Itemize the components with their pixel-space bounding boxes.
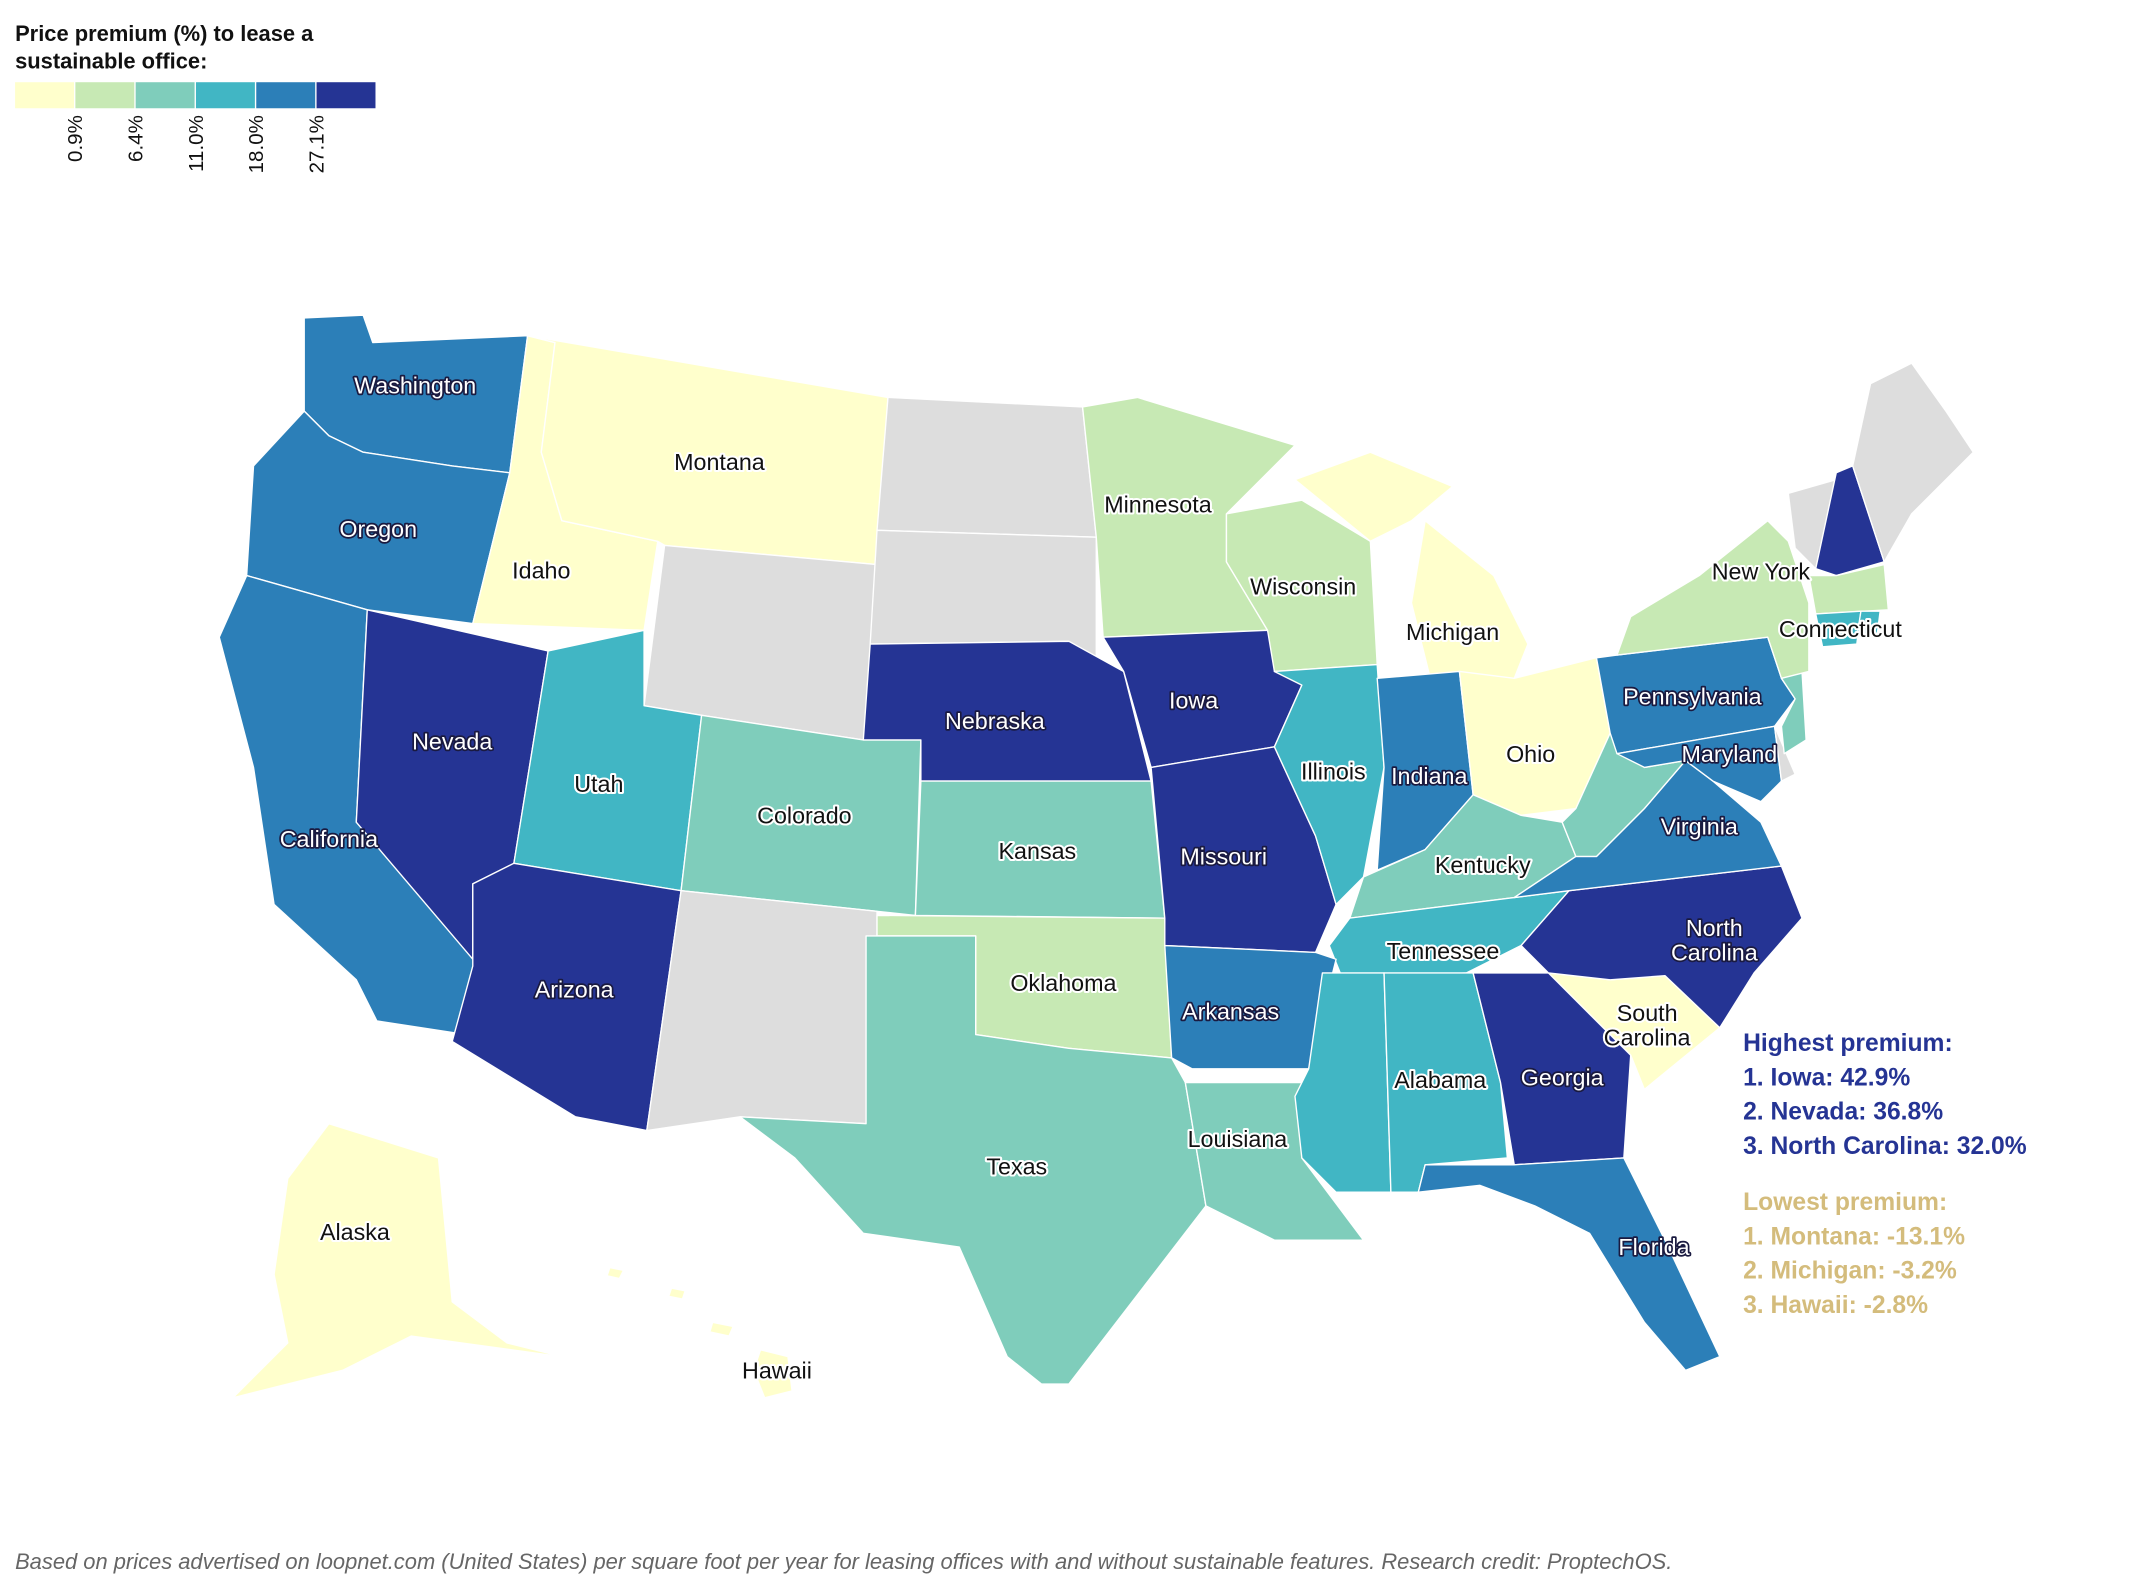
states-layer bbox=[218, 314, 1974, 1399]
highest-premium-note: Highest premium: 1. Iowa: 42.9% 2. Nevad… bbox=[1743, 1030, 2027, 1160]
state-label-alabama: Alabama bbox=[1394, 1067, 1486, 1093]
state-label-wisconsin: Wisconsin bbox=[1250, 574, 1356, 600]
state-texas[interactable] bbox=[739, 935, 1207, 1385]
highest-item: 1. Iowa: 42.9% bbox=[1743, 1064, 1910, 1091]
state-hawaii[interactable] bbox=[668, 1287, 686, 1300]
state-labels: Washington Oregon California Nevada Idaho Mon… bbox=[278, 371, 1904, 1386]
legend-swatch bbox=[316, 82, 376, 109]
state-label-montana: Montana bbox=[674, 449, 765, 475]
state-north-carolina[interactable] bbox=[1520, 865, 1803, 1029]
state-massachusetts[interactable] bbox=[1808, 563, 1890, 615]
lowest-premium-note: Lowest premium: 1. Montana: -13.1% 2. Mi… bbox=[1743, 1189, 1965, 1319]
state-hawaii[interactable] bbox=[606, 1266, 625, 1280]
highest-item: 2. Nevada: 36.8% bbox=[1743, 1099, 1943, 1126]
state-label-arkansas: Arkansas bbox=[1182, 999, 1279, 1025]
legend-title-line2: sustainable office: bbox=[15, 49, 207, 74]
state-michigan[interactable] bbox=[1410, 520, 1529, 686]
lowest-item: 3. Hawaii: -2.8% bbox=[1743, 1292, 1928, 1319]
state-hawaii[interactable] bbox=[709, 1321, 734, 1337]
state-new-mexico[interactable] bbox=[646, 890, 878, 1132]
state-label-north-carolina: North Carolina bbox=[1671, 915, 1758, 966]
legend-tick-label: 6.4% bbox=[125, 115, 148, 162]
state-label-pennsylvania: Pennsylvania bbox=[1623, 683, 1762, 709]
state-label-minnesota: Minnesota bbox=[1104, 492, 1211, 518]
state-label-michigan: Michigan bbox=[1406, 619, 1499, 645]
state-label-washington: Washington bbox=[354, 372, 476, 398]
legend-swatch bbox=[15, 82, 75, 109]
legend-title-line1: Price premium (%) to lease a bbox=[15, 21, 314, 46]
state-label-georgia: Georgia bbox=[1521, 1064, 1604, 1090]
highest-item: 3. North Carolina: 32.0% bbox=[1743, 1133, 2027, 1160]
legend-swatch bbox=[135, 82, 195, 109]
legend: Price premium (%) to lease a sustainable… bbox=[15, 21, 376, 173]
state-label-arizona: Arizona bbox=[535, 977, 614, 1003]
state-label-tennessee: Tennessee bbox=[1387, 938, 1500, 964]
state-south-dakota[interactable] bbox=[869, 529, 1097, 659]
state-label-oklahoma: Oklahoma bbox=[1010, 970, 1116, 996]
state-label-ohio: Ohio bbox=[1506, 741, 1555, 767]
legend-swatch bbox=[75, 82, 135, 109]
state-label-louisiana: Louisiana bbox=[1188, 1126, 1288, 1152]
state-wyoming[interactable] bbox=[643, 544, 878, 741]
state-connecticut[interactable] bbox=[1815, 610, 1862, 648]
state-maine[interactable] bbox=[1852, 362, 1974, 563]
state-label-texas: Texas bbox=[986, 1153, 1047, 1179]
state-label-new-york: New York bbox=[1712, 559, 1811, 585]
legend-tick-label: 18.0% bbox=[245, 115, 268, 173]
state-label-indiana: Indiana bbox=[1391, 763, 1467, 789]
state-label-nevada: Nevada bbox=[412, 729, 492, 755]
state-new-york[interactable] bbox=[1616, 520, 1810, 680]
state-label-california: California bbox=[280, 826, 378, 852]
state-hawaii[interactable] bbox=[753, 1349, 793, 1399]
legend-tick-label: 11.0% bbox=[185, 115, 208, 172]
state-label-south-carolina: South Carolina bbox=[1604, 1000, 1691, 1051]
lowest-item: 1. Montana: -13.1% bbox=[1743, 1223, 1965, 1250]
highest-title: Highest premium: bbox=[1743, 1030, 1953, 1057]
legend-swatch bbox=[195, 82, 255, 109]
legend-swatch bbox=[256, 82, 316, 109]
state-label-missouri: Missouri bbox=[1180, 844, 1267, 870]
state-label-colorado: Colorado bbox=[757, 803, 851, 829]
state-michigan[interactable] bbox=[1294, 451, 1454, 542]
legend-tick-label: 0.9% bbox=[64, 115, 87, 162]
footer-source-note: Based on prices advertised on loopnet.co… bbox=[15, 1549, 1672, 1574]
legend-tick-label: 27.1% bbox=[305, 115, 328, 173]
state-label-alaska: Alaska bbox=[320, 1219, 390, 1245]
lowest-title: Lowest premium: bbox=[1743, 1189, 1947, 1216]
state-north-dakota[interactable] bbox=[876, 396, 1097, 538]
state-new-hampshire[interactable] bbox=[1815, 465, 1885, 577]
state-label-iowa: Iowa bbox=[1169, 687, 1218, 713]
state-label-hawaii: Hawaii bbox=[742, 1358, 812, 1384]
state-label-maryland: Maryland bbox=[1681, 741, 1777, 767]
state-label-connecticut: Connecticut bbox=[1779, 616, 1902, 642]
state-colorado[interactable] bbox=[680, 714, 922, 917]
state-label-oregon: Oregon bbox=[339, 516, 417, 542]
state-label-virginia: Virginia bbox=[1661, 814, 1738, 840]
state-label-nebraska: Nebraska bbox=[945, 708, 1045, 734]
state-alaska[interactable] bbox=[232, 1122, 563, 1399]
state-label-illinois: Illinois bbox=[1301, 759, 1366, 785]
state-label-idaho: Idaho bbox=[512, 557, 570, 583]
state-rhode-island[interactable] bbox=[1856, 610, 1881, 638]
state-label-kansas: Kansas bbox=[999, 838, 1077, 864]
lowest-item: 2. Michigan: -3.2% bbox=[1743, 1258, 1957, 1285]
state-florida[interactable] bbox=[1417, 1157, 1721, 1372]
state-label-kentucky: Kentucky bbox=[1435, 852, 1531, 878]
state-label-utah: Utah bbox=[574, 771, 623, 797]
state-label-florida: Florida bbox=[1618, 1234, 1689, 1260]
